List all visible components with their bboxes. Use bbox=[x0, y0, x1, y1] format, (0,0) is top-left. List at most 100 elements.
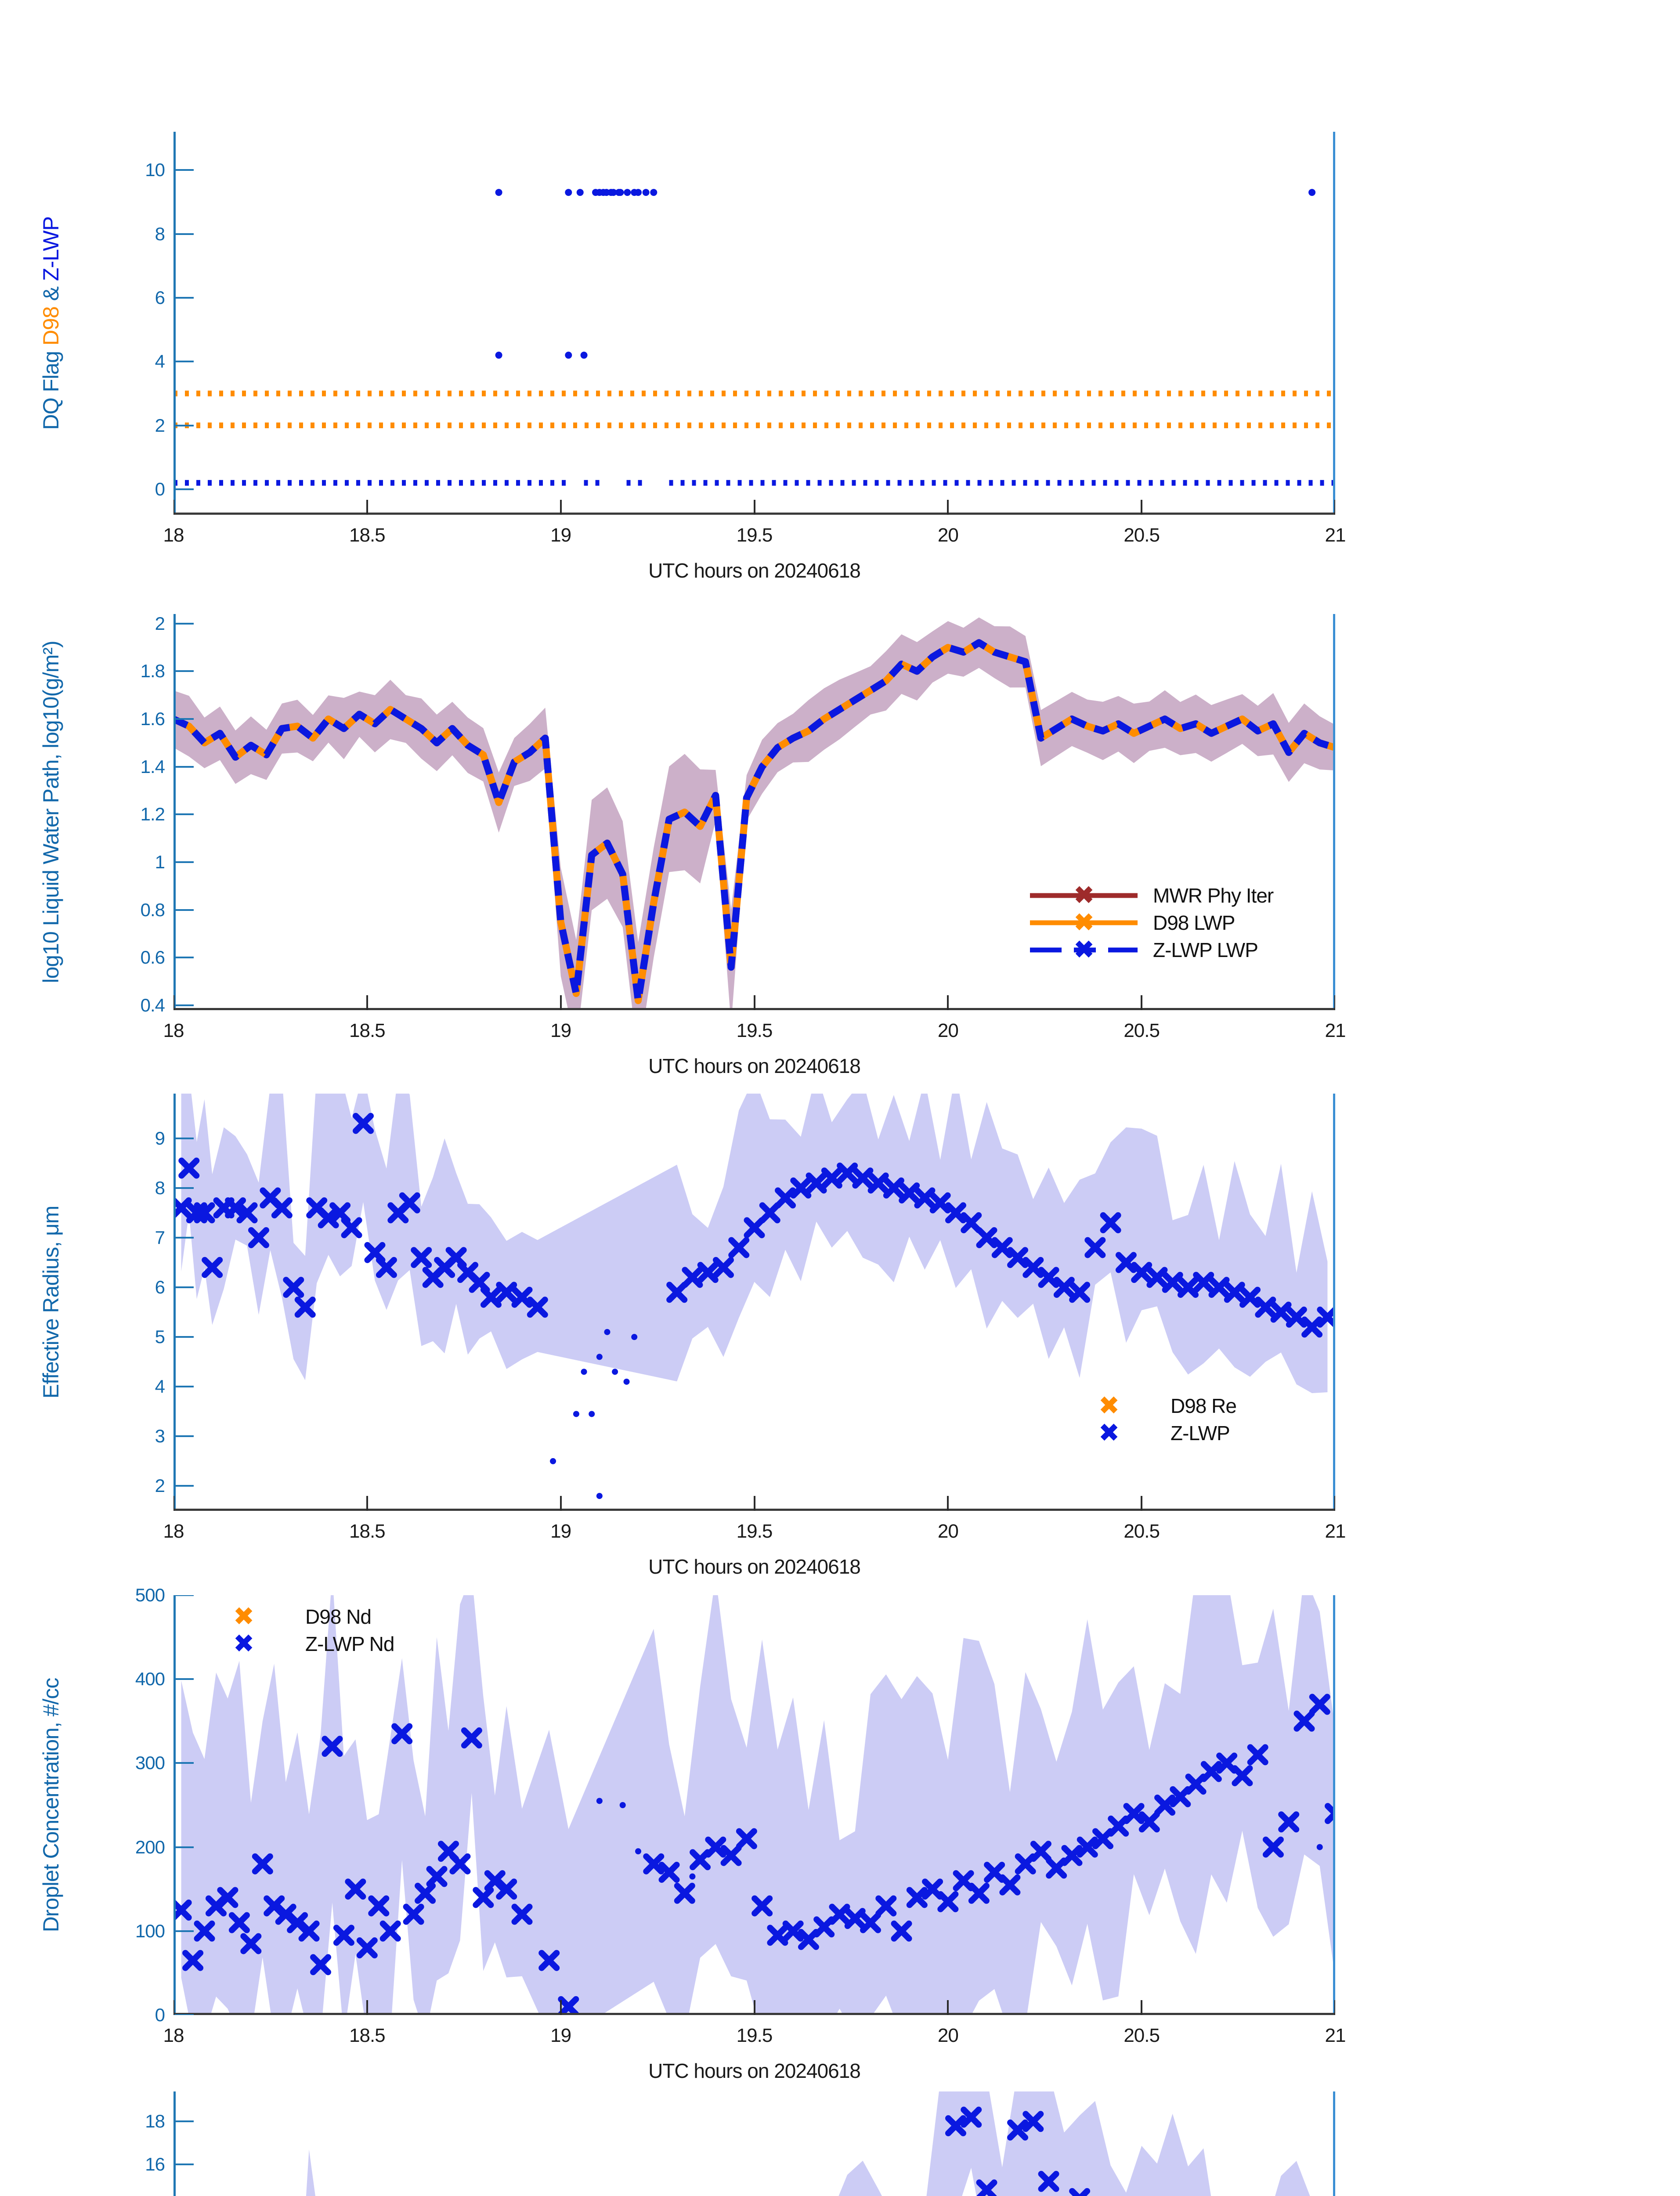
y-tick-label: 18 bbox=[145, 2111, 165, 2132]
x-tick-label: 21 bbox=[1325, 1521, 1346, 1542]
x-tick-effective-radius bbox=[947, 1496, 949, 1511]
y-tick-lwp bbox=[173, 622, 194, 625]
y-axis-spine-effective-radius bbox=[173, 1094, 176, 1511]
x-tick-label: 18.5 bbox=[349, 524, 386, 546]
right-spine-optical-depth bbox=[1333, 2091, 1335, 2196]
legend-label: D98 Re bbox=[1171, 1394, 1237, 1417]
legend-item-z-lwp-lwp[interactable]: ✖ Z-LWP LWP bbox=[1021, 936, 1416, 964]
x-tick-label: 19 bbox=[550, 1020, 571, 1041]
y-tick-label: 100 bbox=[135, 1920, 165, 1941]
data-layer-droplet-concentration bbox=[173, 1595, 1335, 2015]
legend-droplet-concentration: ✖ D98 Nd ✖ Z-LWP Nd bbox=[222, 1603, 617, 1658]
x-tick-effective-radius bbox=[753, 1496, 755, 1511]
y-tick-label: 1.6 bbox=[140, 708, 165, 730]
x-tick-label: 21 bbox=[1325, 524, 1346, 546]
y-tick-droplet-concentration bbox=[173, 1762, 194, 1764]
legend-item-z-lwp[interactable]: ✖ Z-LWP bbox=[1087, 1419, 1482, 1447]
plot-area-optical-depth bbox=[173, 2091, 1335, 2196]
x-tick-droplet-concentration bbox=[173, 2000, 174, 2015]
x-tick-label: 18 bbox=[163, 524, 184, 546]
y-tick-effective-radius bbox=[173, 1386, 194, 1388]
y-tick-effective-radius bbox=[173, 1187, 194, 1189]
x-tick-label: 18.5 bbox=[349, 1521, 386, 1542]
legend-item-d98-nd[interactable]: ✖ D98 Nd bbox=[222, 1603, 617, 1630]
y-tick-lwp bbox=[173, 1004, 194, 1007]
legend-marker-x: ✖ bbox=[233, 1629, 255, 1658]
x-tick-lwp bbox=[1141, 995, 1143, 1010]
x-axis-title: UTC hours on 20240618 bbox=[648, 1555, 861, 1578]
y-tick-dq-flag bbox=[173, 361, 194, 363]
plot-area-dq-flag bbox=[173, 132, 1335, 515]
y-tick-label: 200 bbox=[135, 1836, 165, 1857]
legend-item-z-lwp-nd[interactable]: ✖ Z-LWP Nd bbox=[222, 1630, 617, 1658]
y-tick-dq-flag bbox=[173, 296, 194, 299]
x-tick-label: 19.5 bbox=[736, 2025, 773, 2046]
legend-item-d98-lwp[interactable]: ✖ D98 LWP bbox=[1021, 909, 1416, 936]
y-tick-dq-flag bbox=[173, 424, 194, 426]
y-tick-label: 9 bbox=[155, 1127, 165, 1149]
x-tick-label: 20 bbox=[937, 524, 959, 546]
y-tick-label: 4 bbox=[155, 1376, 165, 1397]
x-tick-label: 19 bbox=[550, 1521, 571, 1542]
y-tick-label: 1 bbox=[155, 852, 165, 873]
y-tick-label: 2 bbox=[155, 613, 165, 634]
legend-marker-x: ✖ bbox=[233, 1602, 255, 1631]
legend-item-d98-re[interactable]: ✖ D98 Re bbox=[1087, 1392, 1482, 1419]
x-tick-label: 19.5 bbox=[736, 1521, 773, 1542]
x-tick-lwp bbox=[947, 995, 949, 1010]
y-tick-lwp bbox=[173, 861, 194, 863]
y-tick-label: 3 bbox=[155, 1426, 165, 1447]
y-tick-lwp bbox=[173, 670, 194, 672]
legend-label: MWR Phy Iter bbox=[1153, 884, 1274, 907]
y-tick-label: 1.2 bbox=[140, 804, 165, 825]
legend-marker-x: ✖ bbox=[1073, 908, 1095, 937]
x-tick-label: 19.5 bbox=[736, 1020, 773, 1041]
x-tick-lwp bbox=[366, 995, 368, 1010]
data-layer-effective-radius bbox=[173, 1094, 1335, 1499]
y-tick-label: 6 bbox=[155, 1277, 165, 1298]
y-tick-label: 4 bbox=[155, 351, 165, 372]
x-tick-dq-flag bbox=[560, 500, 562, 515]
y-tick-label: 16 bbox=[145, 2153, 165, 2174]
x-tick-droplet-concentration bbox=[366, 2000, 368, 2015]
x-tick-label: 19.5 bbox=[736, 524, 773, 546]
y-axis-spine-optical-depth bbox=[173, 2091, 176, 2196]
x-axis-title: UTC hours on 20240618 bbox=[648, 559, 861, 582]
y-tick-label: 1.4 bbox=[140, 756, 165, 777]
legend-effective-radius: ✖ D98 Re ✖ Z-LWP bbox=[1087, 1392, 1482, 1447]
legend-item-mwr-phy-iter[interactable]: ✖ MWR Phy Iter bbox=[1021, 882, 1416, 909]
legend-label: D98 LWP bbox=[1153, 911, 1235, 934]
legend-label: D98 Nd bbox=[305, 1605, 372, 1628]
y-tick-effective-radius bbox=[173, 1286, 194, 1289]
y-tick-droplet-concentration bbox=[173, 1595, 194, 1596]
x-axis-title: UTC hours on 20240618 bbox=[648, 1055, 861, 1077]
x-tick-dq-flag bbox=[753, 500, 755, 515]
x-tick-lwp bbox=[560, 995, 562, 1010]
x-tick-droplet-concentration bbox=[560, 2000, 562, 2015]
y-axis-spine-lwp bbox=[173, 614, 176, 1010]
x-tick-droplet-concentration bbox=[1334, 2000, 1335, 2015]
x-tick-label: 18 bbox=[163, 1521, 184, 1542]
x-tick-label: 19 bbox=[550, 524, 571, 546]
x-tick-label: 20.5 bbox=[1124, 1020, 1160, 1041]
right-spine-effective-radius bbox=[1333, 1094, 1335, 1511]
x-tick-label: 21 bbox=[1325, 2025, 1346, 2046]
x-tick-dq-flag bbox=[1334, 500, 1335, 515]
x-tick-dq-flag bbox=[366, 500, 368, 515]
y-tick-lwp bbox=[173, 957, 194, 959]
y-tick-effective-radius bbox=[173, 1137, 194, 1139]
y-tick-dq-flag bbox=[173, 169, 194, 171]
legend-line-swatch bbox=[1030, 893, 1138, 898]
plot-area-lwp bbox=[173, 614, 1335, 1010]
legend-line-swatch bbox=[1030, 947, 1138, 953]
y-tick-label: 10 bbox=[145, 159, 165, 181]
data-layer-lwp bbox=[173, 617, 1335, 1010]
y-axis-spine-dq-flag bbox=[173, 132, 176, 515]
y-tick-label: 500 bbox=[135, 1585, 165, 1605]
x-tick-dq-flag bbox=[173, 500, 174, 515]
